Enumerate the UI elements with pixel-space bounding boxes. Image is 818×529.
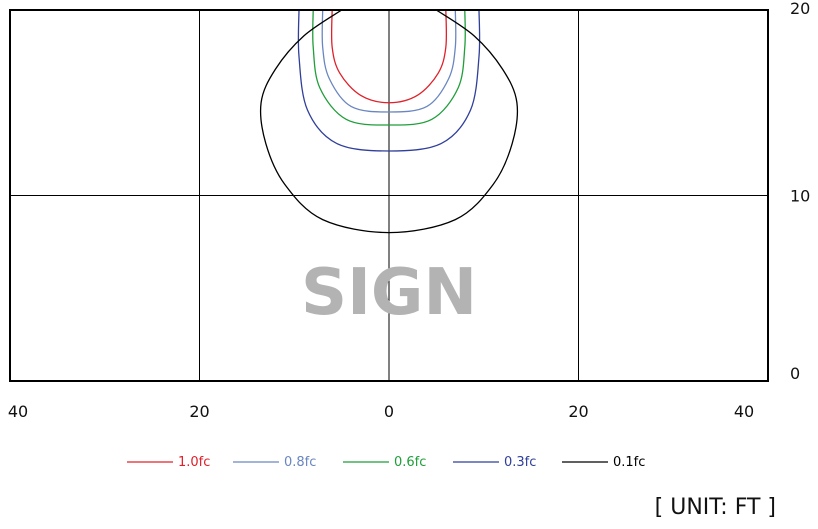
series-layer [259,10,519,234]
plot-frame [9,9,769,382]
x-axis-ticks: 40 20 0 20 40 [8,402,754,421]
x-tick-label: 40 [8,402,28,421]
x-tick-label: 20 [189,402,209,421]
contour-line-0.1fc [259,10,519,234]
legend-label: 0.6fc [394,455,426,470]
contour-line-1.0fc [330,10,448,104]
x-tick-label: 20 [568,402,588,421]
contour-line-0.6fc [312,10,466,126]
contour-line-0.3fc [297,10,481,152]
sign-label: SIGN [301,256,477,330]
legend-label: 0.1fc [613,455,645,470]
y-axis-ticks: 20 10 0 [790,0,810,383]
x-tick-label: 40 [734,402,754,421]
legend-label: 0.3fc [504,455,536,470]
y-tick-label: 10 [790,187,810,206]
x-tick-label: 0 [384,402,394,421]
legend-label: 0.8fc [284,455,316,470]
unit-label: [ UNIT: FT ] [655,495,776,520]
legend: 1.0fc 0.8fc 0.6fc 0.3fc 0.1fc [127,455,645,470]
legend-label: 1.0fc [178,455,210,470]
y-tick-label: 0 [790,364,800,383]
grid-layer [10,10,768,381]
contour-line-0.8fc [321,10,457,113]
y-tick-label: 20 [790,0,810,18]
